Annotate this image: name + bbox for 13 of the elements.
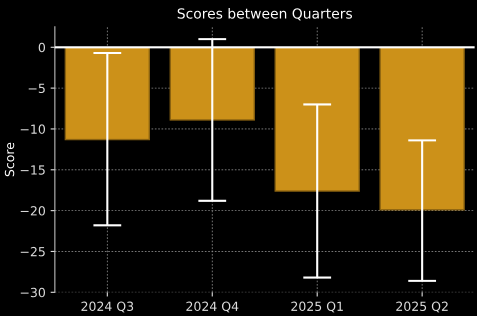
y-tick-label: −25: [20, 246, 45, 256]
x-tick-label: 2025 Q1: [291, 302, 343, 312]
y-tick-label: −5: [28, 84, 45, 94]
x-tick-label: 2025 Q2: [396, 302, 448, 312]
y-tick-label: −15: [20, 165, 45, 175]
y-tick-label: 0: [38, 42, 45, 52]
y-tick-label: −30: [20, 288, 45, 298]
y-tick-label: −20: [20, 206, 45, 216]
x-tick-label: 2024 Q4: [186, 302, 238, 312]
y-tick-label: −10: [20, 124, 45, 134]
y-axis-title: Score: [4, 142, 14, 176]
x-tick-label: 2024 Q3: [81, 302, 134, 312]
chart-title: Scores between Quarters: [178, 8, 352, 20]
